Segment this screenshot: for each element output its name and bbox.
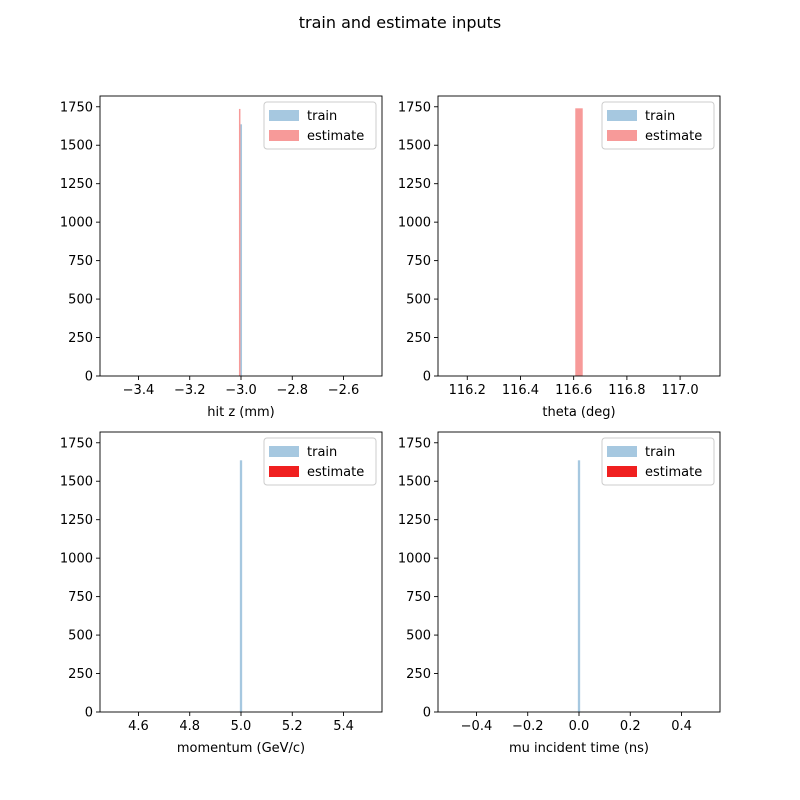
histogram-bar-train <box>239 124 243 376</box>
x-axis-label: hit z (mm) <box>207 405 275 420</box>
y-tick-label: 1000 <box>398 216 431 231</box>
x-tick-label: −0.2 <box>512 719 544 734</box>
legend-label-train: train <box>645 109 675 124</box>
x-tick-label: 5.0 <box>231 719 252 734</box>
x-tick-label: 0.0 <box>569 719 590 734</box>
y-tick-label: 1000 <box>60 552 93 567</box>
x-tick-label: −3.4 <box>123 383 155 398</box>
x-tick-label: 116.2 <box>449 383 486 398</box>
x-tick-label: 4.6 <box>128 719 149 734</box>
y-tick-label: 0 <box>85 706 93 721</box>
y-tick-label: 750 <box>406 254 431 269</box>
legend-label-estimate: estimate <box>307 465 364 480</box>
subplot-2: 116.2 116.4 116.6 116.8 117.0 0 250 500 750 1000 1… <box>398 95 721 420</box>
y-tick-label: 250 <box>68 331 93 346</box>
subplot-4: −0.4 −0.2 0.0 0.2 0.4 0 250 500 750 1000 1250 1500 1… <box>398 431 721 756</box>
x-tick-label: −0.4 <box>461 719 493 734</box>
legend: train estimate <box>601 101 715 150</box>
y-tick-label: 0 <box>423 370 431 385</box>
histogram-bar-estimate <box>238 108 241 376</box>
histogram-bar-estimate <box>575 108 583 377</box>
x-tick-label: 5.2 <box>282 719 303 734</box>
subplot-3: 4.6 4.8 5.0 5.2 5.4 0 250 500 750 1000 1250 1500 175… <box>60 431 383 756</box>
y-tick-label: 500 <box>68 293 93 308</box>
x-tick-label: −3.2 <box>174 383 206 398</box>
y-tick-label: 1500 <box>60 475 93 490</box>
x-axis-label: theta (deg) <box>542 405 615 420</box>
legend-swatch-estimate <box>269 130 299 141</box>
x-tick-label: 4.8 <box>179 719 200 734</box>
legend: train estimate <box>601 437 715 486</box>
y-tick-label: 1750 <box>398 436 431 451</box>
figure-title: train and estimate inputs <box>298 13 502 32</box>
legend-label-estimate: estimate <box>645 129 702 144</box>
x-axis-label: momentum (GeV/c) <box>177 741 305 756</box>
legend-swatch-estimate <box>269 466 299 477</box>
y-tick-label: 500 <box>68 629 93 644</box>
y-tick-label: 1500 <box>398 139 431 154</box>
y-tick-label: 1750 <box>60 100 93 115</box>
y-tick-label: 1000 <box>60 216 93 231</box>
histogram-bar-train <box>577 460 581 712</box>
y-tick-label: 0 <box>423 706 431 721</box>
y-tick-label: 1500 <box>398 475 431 490</box>
x-tick-label: 0.4 <box>671 719 692 734</box>
legend-swatch-estimate <box>607 466 637 477</box>
y-tick-label: 500 <box>406 629 431 644</box>
x-tick-label: −2.6 <box>328 383 360 398</box>
legend-label-train: train <box>645 445 675 460</box>
legend: train estimate <box>263 437 377 486</box>
y-tick-label: 250 <box>406 331 431 346</box>
legend-label-estimate: estimate <box>645 465 702 480</box>
y-tick-label: 250 <box>406 667 431 682</box>
x-tick-label: −3.0 <box>225 383 257 398</box>
x-tick-label: −2.8 <box>276 383 308 398</box>
legend-label-train: train <box>307 445 337 460</box>
y-tick-label: 1500 <box>60 139 93 154</box>
legend-swatch-train <box>607 446 637 457</box>
x-tick-label: 116.6 <box>555 383 592 398</box>
legend-label-train: train <box>307 109 337 124</box>
histogram-bar-train <box>239 460 243 712</box>
y-tick-label: 1750 <box>60 436 93 451</box>
x-tick-label: 116.4 <box>502 383 539 398</box>
subplot-1: −3.4 −3.2 −3.0 −2.8 −2.6 0 250 500 750 1000 1250 15… <box>60 95 383 420</box>
y-tick-label: 1250 <box>60 513 93 528</box>
x-tick-label: 5.4 <box>333 719 354 734</box>
legend-swatch-train <box>269 446 299 457</box>
legend-label-estimate: estimate <box>307 129 364 144</box>
y-tick-label: 500 <box>406 293 431 308</box>
x-axis-label: mu incident time (ns) <box>509 741 649 756</box>
y-tick-label: 1250 <box>398 513 431 528</box>
y-tick-label: 1250 <box>60 177 93 192</box>
y-tick-label: 0 <box>85 370 93 385</box>
y-tick-label: 750 <box>68 254 93 269</box>
legend: train estimate <box>263 101 377 150</box>
x-tick-label: 116.8 <box>608 383 645 398</box>
legend-swatch-train <box>269 110 299 121</box>
y-tick-label: 1000 <box>398 552 431 567</box>
y-tick-label: 1750 <box>398 100 431 115</box>
y-tick-label: 750 <box>406 590 431 605</box>
x-tick-label: 0.2 <box>620 719 641 734</box>
axes-frame <box>437 95 721 377</box>
y-tick-label: 250 <box>68 667 93 682</box>
y-tick-label: 1250 <box>398 177 431 192</box>
legend-swatch-estimate <box>607 130 637 141</box>
y-tick-label: 750 <box>68 590 93 605</box>
legend-swatch-train <box>607 110 637 121</box>
x-tick-label: 117.0 <box>661 383 698 398</box>
